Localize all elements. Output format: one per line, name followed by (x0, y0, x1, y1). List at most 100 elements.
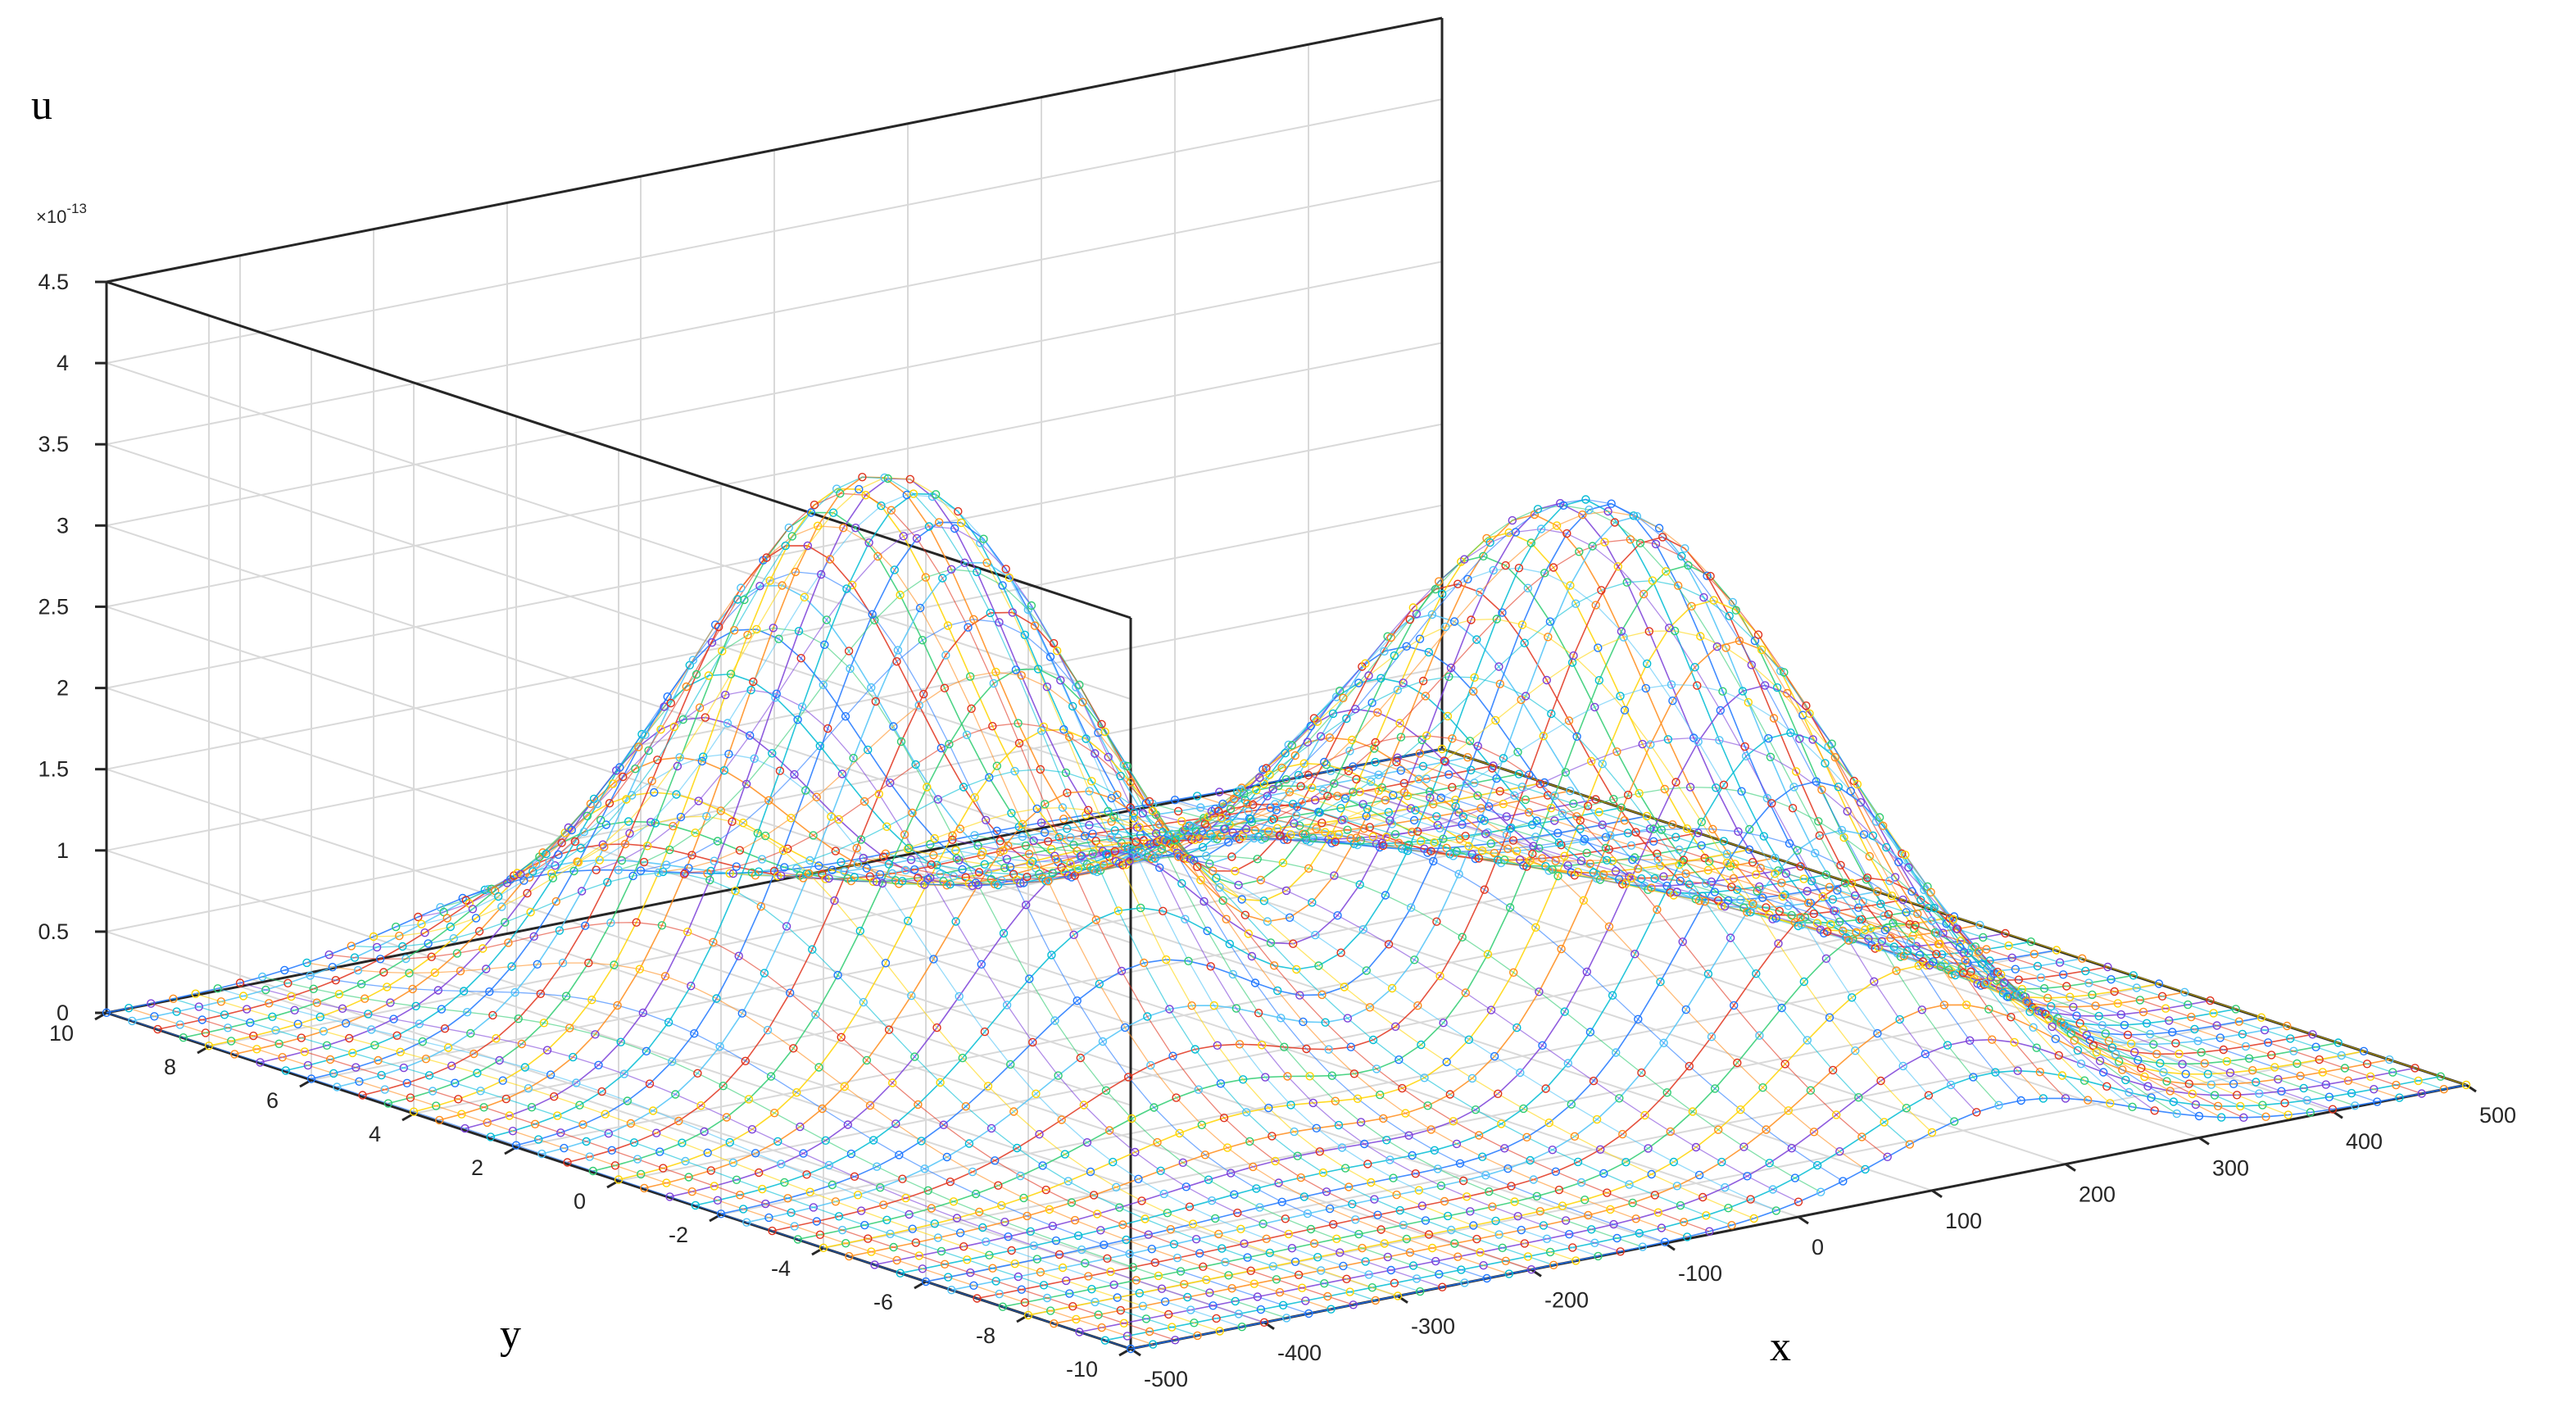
data-point (852, 843, 861, 853)
data-point (1032, 1255, 1042, 1264)
data-point (374, 1055, 383, 1065)
data-point (780, 1178, 789, 1187)
data-point (1355, 787, 1364, 796)
data-point (102, 1008, 111, 1018)
data-point (1016, 878, 1025, 888)
data-point (1286, 1101, 1295, 1110)
data-point (1080, 832, 1090, 841)
data-point (1200, 896, 1209, 906)
data-point (1796, 862, 1805, 871)
data-point (1769, 714, 1779, 723)
data-point (986, 1123, 996, 1133)
data-point (1472, 635, 1481, 644)
data-point (731, 886, 740, 896)
data-point (1463, 753, 1472, 762)
data-point (1205, 1288, 1214, 1297)
data-point (1317, 1266, 1326, 1275)
data-point (1047, 845, 1056, 854)
mesh-line-x (506, 492, 1532, 1270)
data-point (942, 881, 951, 890)
data-point (1346, 1042, 1356, 1051)
data-point (791, 567, 800, 577)
data-point (1722, 849, 1732, 859)
data-point (1949, 1117, 1959, 1126)
data-point (435, 1115, 444, 1125)
data-point (1513, 747, 1522, 756)
data-point (1426, 846, 1435, 856)
data-point (287, 992, 296, 1001)
data-point (1312, 824, 1321, 833)
data-point (834, 1212, 844, 1221)
data-point (1215, 883, 1224, 892)
data-point (896, 590, 905, 600)
data-point (971, 1189, 981, 1199)
data-point (1503, 1164, 1512, 1173)
data-point (1317, 990, 1327, 1000)
data-point (1517, 1225, 1526, 1235)
data-point (660, 972, 670, 981)
data-point (914, 1251, 924, 1260)
data-point (2162, 1077, 2171, 1086)
data-point (1199, 1262, 1208, 1272)
data-point (1312, 1123, 1322, 1133)
data-point (1441, 622, 1450, 632)
data-point (1857, 1132, 1866, 1141)
data-point (1703, 969, 1713, 978)
data-point (1733, 1058, 1742, 1068)
mesh-line-x (930, 567, 1955, 1123)
data-point (433, 986, 442, 995)
y-tick-mark (197, 1045, 210, 1055)
data-point (1840, 878, 1850, 887)
data-point (1780, 890, 1789, 900)
data-point (890, 565, 900, 574)
data-point (792, 864, 801, 874)
data-point (995, 618, 1004, 627)
data-point (485, 987, 494, 996)
data-point (1348, 1200, 1357, 1209)
data-point (1639, 589, 1649, 599)
data-point (951, 917, 960, 926)
data-point (882, 822, 891, 831)
data-point (1433, 820, 1442, 830)
data-point (1221, 1257, 1230, 1267)
data-point (1502, 830, 1512, 839)
data-point (2103, 962, 2112, 972)
data-point (845, 1251, 854, 1261)
data-point (1103, 849, 1112, 859)
data-point (1209, 1001, 1219, 1010)
data-point (665, 1192, 674, 1201)
data-point (1049, 638, 1059, 648)
data-point (834, 815, 843, 824)
z-exponent: ×10-13 (36, 201, 87, 227)
data-point (569, 866, 578, 876)
data-point (998, 581, 1007, 590)
data-point (1414, 774, 1423, 783)
data-point (1066, 833, 1075, 842)
data-point (1390, 1022, 1400, 1032)
data-point (1551, 1167, 1561, 1177)
data-point (1912, 942, 1921, 951)
data-point (2178, 1060, 2187, 1069)
data-point (179, 1032, 188, 1042)
data-point (1520, 638, 1529, 647)
data-point (777, 1160, 786, 1169)
data-point (2043, 993, 2052, 1003)
data-point (673, 761, 683, 771)
data-point (660, 702, 669, 711)
data-point (537, 1149, 546, 1159)
data-point (1609, 1219, 1618, 1229)
data-point (991, 1277, 1000, 1286)
data-point (610, 960, 619, 969)
data-point (2165, 1016, 2174, 1025)
data-point (841, 712, 850, 721)
data-point (725, 1137, 734, 1147)
data-point (950, 524, 959, 533)
data-point (1532, 1191, 1542, 1201)
data-point (2193, 1037, 2202, 1046)
data-point (1886, 933, 1895, 942)
data-point (2188, 1089, 2197, 1099)
data-point (1307, 783, 1317, 792)
data-point (1516, 1068, 1525, 1078)
data-point (1914, 961, 1923, 970)
data-point (1073, 996, 1082, 1005)
